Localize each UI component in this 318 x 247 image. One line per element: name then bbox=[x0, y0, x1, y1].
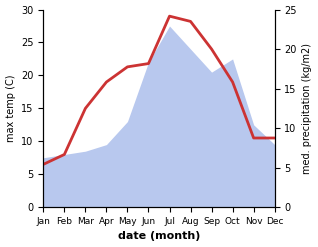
X-axis label: date (month): date (month) bbox=[118, 231, 200, 242]
Y-axis label: max temp (C): max temp (C) bbox=[5, 75, 16, 142]
Y-axis label: med. precipitation (kg/m2): med. precipitation (kg/m2) bbox=[302, 43, 313, 174]
